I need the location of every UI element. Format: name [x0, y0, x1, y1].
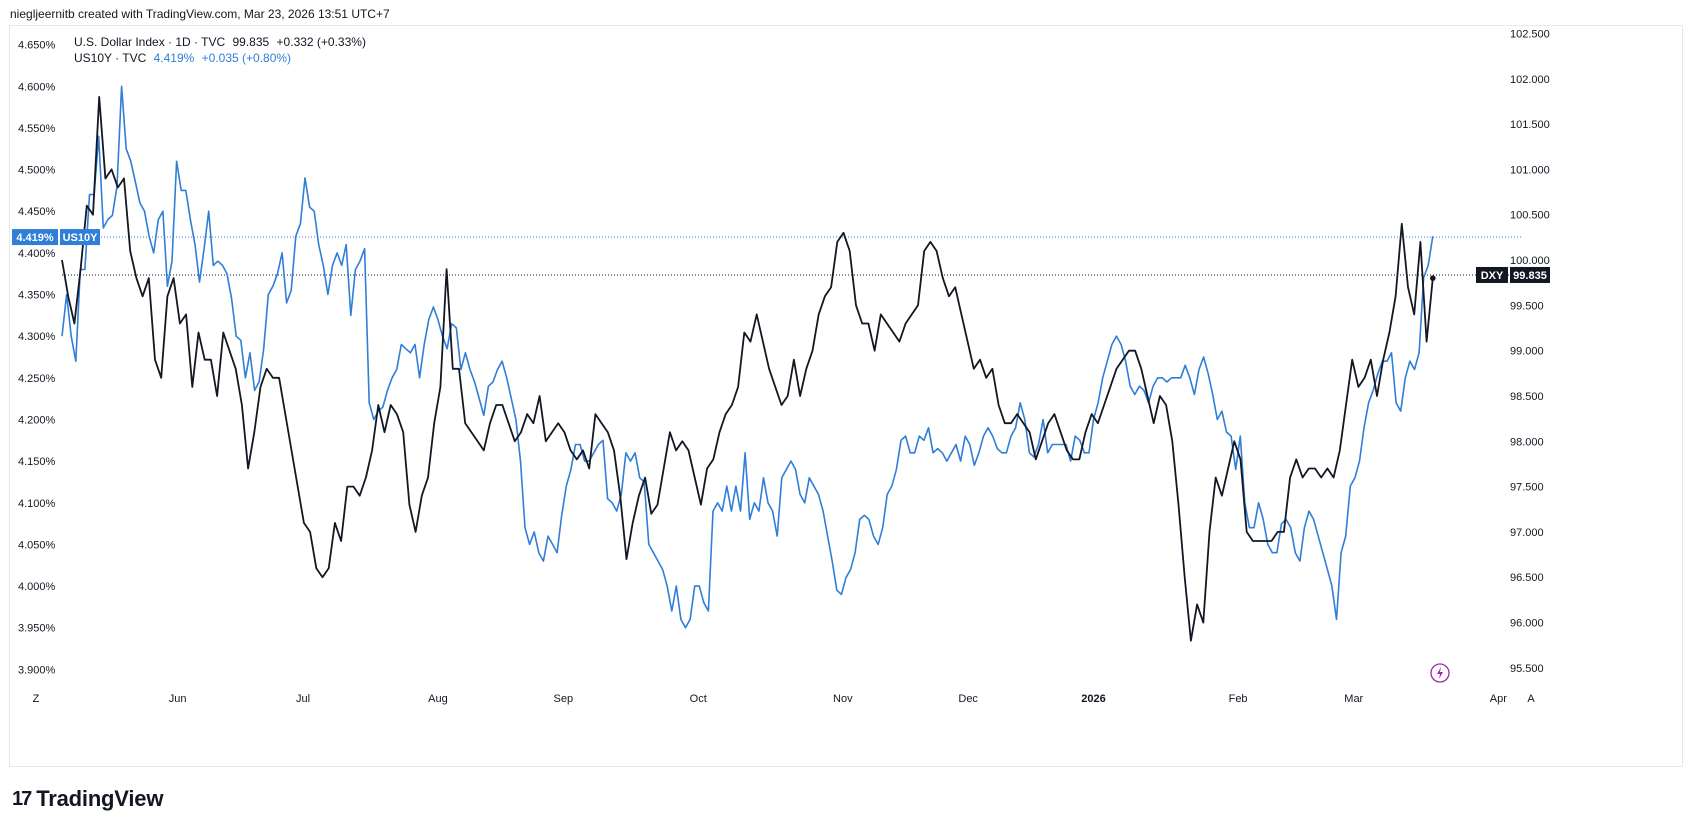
right-axis-tick: 96.000	[1510, 618, 1544, 630]
right-axis-tick: 102.000	[1510, 74, 1550, 86]
left-axis-tick: 4.200%	[18, 414, 56, 426]
left-axis-tick: 4.450%	[18, 206, 56, 218]
legend-dxy-name: U.S. Dollar Index · 1D · TVC	[74, 35, 226, 49]
tradingview-mark-icon: 17	[12, 787, 32, 810]
x-axis-tick: Oct	[690, 693, 707, 705]
us10y-value-tag-text: 4.419%	[16, 232, 54, 244]
right-axis-tick: 99.000	[1510, 346, 1544, 358]
legend-dxy[interactable]: U.S. Dollar Index · 1D · TVC 99.835 +0.3…	[74, 35, 370, 49]
right-axis-tick: 101.000	[1510, 164, 1550, 176]
us10y-name-tag	[60, 229, 100, 246]
x-axis-tick: Mar	[1344, 693, 1363, 705]
right-axis-tick: 100.000	[1510, 255, 1550, 267]
x-axis-tick: Aug	[428, 693, 448, 705]
x-axis-tick: 2026	[1081, 693, 1105, 705]
x-axis-tick: Apr	[1490, 693, 1507, 705]
legend-dxy-last: 99.835	[232, 35, 270, 49]
chart-frame[interactable]: 4.650% 4.600% 4.550% 4.500% 4.450% 4.400% 4.35…	[9, 25, 1683, 767]
right-axis-tick: 97.000	[1510, 527, 1544, 539]
legend-us10y-change: +0.035 (+0.80%)	[201, 51, 292, 65]
tradingview-logo[interactable]: 17 TradingView	[12, 786, 163, 812]
dxy-name-tag-text: DXY	[1481, 270, 1504, 282]
x-axis-tick: Dec	[958, 693, 978, 705]
left-axis-tick: 3.950%	[18, 623, 56, 635]
left-axis-tick: 4.600%	[18, 81, 56, 93]
right-axis-tick: 95.500	[1510, 663, 1544, 675]
left-axis-tick: 4.100%	[18, 498, 56, 510]
chart-canvas[interactable]: 4.650% 4.600% 4.550% 4.500% 4.450% 4.400% 4.35…	[10, 26, 1682, 766]
right-axis-tick: 96.500	[1510, 572, 1544, 584]
left-axis-tick: 3.900%	[18, 664, 56, 676]
x-axis-tick: Sep	[553, 693, 573, 705]
dxy-value-tag	[1510, 266, 1550, 283]
x-axis-tick: Jul	[296, 693, 310, 705]
left-axis-tick: 4.000%	[18, 581, 56, 593]
dxy-series-line[interactable]	[61, 96, 1434, 642]
x-axis-tick: Nov	[833, 693, 853, 705]
left-axis-tick: 4.150%	[18, 456, 56, 468]
chart-attribution: niegljeernitb created with TradingView.c…	[10, 7, 390, 21]
left-axis-tick: 4.250%	[18, 373, 56, 385]
us10y-value-tag	[12, 229, 58, 246]
left-axis-tick: 4.550%	[18, 123, 56, 135]
lightning-icon[interactable]	[1430, 663, 1450, 683]
tradingview-brand: TradingView	[36, 786, 164, 811]
dxy-last-point	[1430, 275, 1436, 281]
right-axis-tick: 99.500	[1510, 300, 1544, 312]
right-axis-tick: 100.500	[1510, 210, 1550, 222]
timezone-glyph[interactable]: Z	[33, 693, 40, 705]
legend-us10y-name: US10Y · TVC	[74, 51, 147, 65]
right-axis-tick: 98.000	[1510, 436, 1544, 448]
us10y-name-tag-text: US10Y	[63, 232, 99, 244]
dxy-name-tag	[1476, 266, 1508, 283]
left-axis-tick: 4.350%	[18, 290, 56, 302]
left-axis-tick: 4.300%	[18, 331, 56, 343]
legend-dxy-change: +0.332 (+0.33%)	[276, 35, 366, 49]
left-axis-tick: 4.500%	[18, 165, 56, 177]
x-axis-tick: Feb	[1229, 693, 1248, 705]
us10y-series-line[interactable]	[61, 85, 1434, 629]
auto-scale-glyph[interactable]: A	[1527, 693, 1535, 705]
lightning-bolt-icon	[1437, 667, 1443, 679]
right-axis-tick: 102.500	[1510, 28, 1550, 40]
left-axis-tick: 4.650%	[18, 40, 56, 52]
legend-us10y[interactable]: US10Y · TVC 4.419% +0.035 (+0.80%)	[74, 51, 295, 65]
right-axis-tick: 98.500	[1510, 391, 1544, 403]
left-axis-tick: 4.400%	[18, 248, 56, 260]
left-axis-tick: 4.050%	[18, 539, 56, 551]
right-axis-tick: 97.500	[1510, 482, 1544, 494]
dxy-value-tag-text: 99.835	[1513, 270, 1547, 282]
x-axis-tick: Jun	[169, 693, 187, 705]
legend-us10y-last: 4.419%	[153, 51, 195, 65]
right-axis-tick: 101.500	[1510, 119, 1550, 131]
